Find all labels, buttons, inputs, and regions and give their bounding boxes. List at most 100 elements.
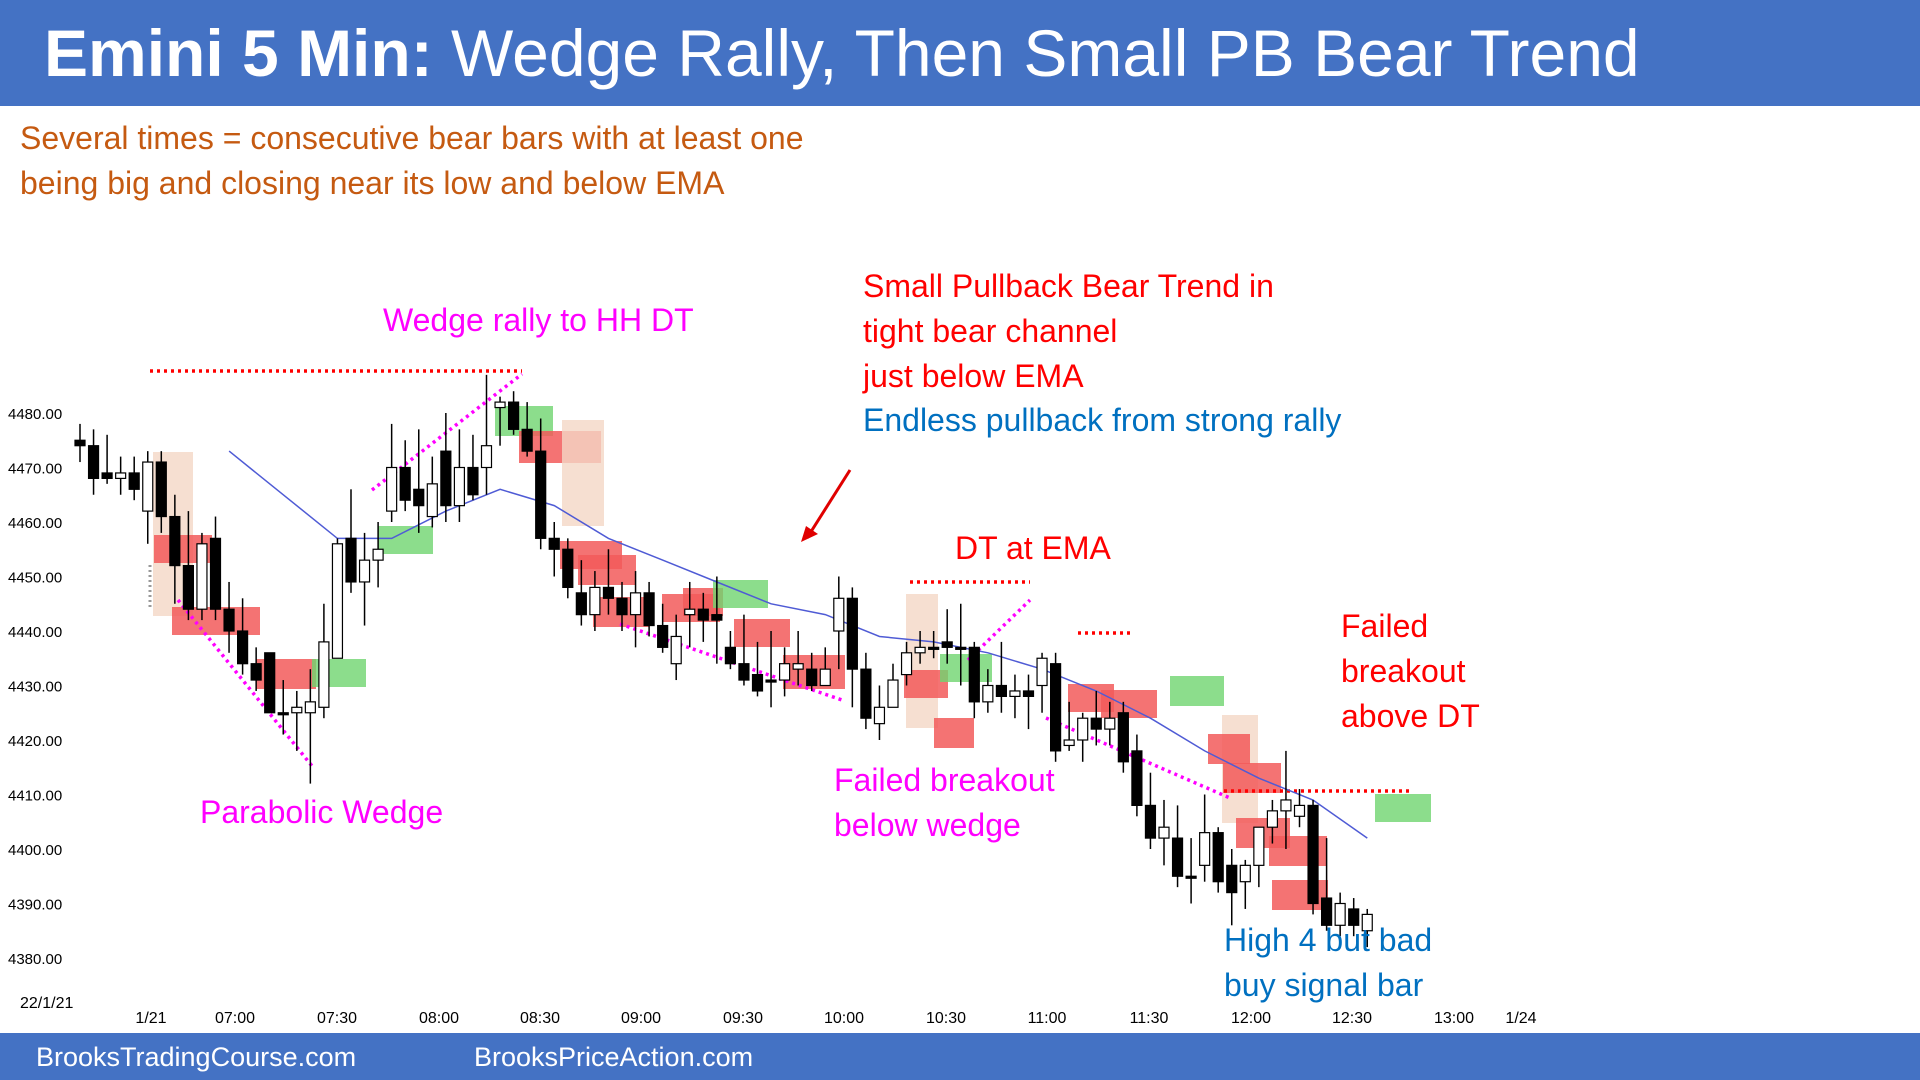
candle — [575, 560, 587, 626]
bear-candle-body — [277, 712, 289, 716]
bear-candle-body — [1307, 804, 1319, 905]
candle — [1063, 701, 1075, 751]
y-tick-label: 4390.00 — [8, 897, 62, 914]
candle — [1212, 827, 1224, 893]
page-title: Emini 5 Min: Wedge Rally, Then Small PB … — [44, 16, 1640, 90]
candle — [806, 652, 818, 691]
bear-candle-body — [1185, 875, 1197, 879]
bull-candle-body — [900, 652, 913, 676]
candle — [467, 434, 479, 501]
note-failed-breakout-1: Failed — [1341, 608, 1429, 644]
highlight-zone-bear — [1272, 880, 1328, 910]
candle — [955, 603, 967, 686]
bull-candle-body — [670, 635, 682, 665]
x-tick-label: 11:30 — [1130, 1010, 1169, 1027]
bear-candle-body — [1022, 690, 1035, 698]
highlight-zone-bull — [378, 526, 433, 554]
footer-link-brooks-price-action[interactable]: BrooksPriceAction.com — [474, 1042, 754, 1072]
candle — [331, 538, 344, 659]
candle — [914, 631, 926, 664]
candle — [318, 603, 330, 719]
bear-candle-body — [237, 630, 249, 665]
candle — [751, 641, 764, 697]
x-tick-label: 12:30 — [1332, 1010, 1372, 1027]
candle — [535, 418, 547, 550]
bear-candle-body — [765, 679, 777, 683]
bull-candle-body — [873, 706, 886, 725]
bull-candle-body — [1239, 864, 1251, 883]
bear-candle-body — [602, 586, 615, 599]
x-tick-label: 07:00 — [215, 1010, 255, 1027]
candle — [833, 576, 845, 670]
candle — [128, 456, 140, 501]
x-tick-label: 13:00 — [1434, 1010, 1474, 1027]
note-dt-at-ema: DT at EMA — [955, 530, 1111, 566]
y-tick-label: 4380.00 — [8, 951, 62, 968]
candle — [873, 685, 886, 740]
x-tick-label: 08:00 — [419, 1010, 459, 1027]
bear-candle-body — [467, 466, 479, 496]
candle — [358, 532, 371, 626]
candle — [995, 641, 1008, 713]
x-tick-label: 10:30 — [926, 1010, 966, 1027]
note-endless-pullback: Endless pullback from strong rally — [863, 402, 1342, 438]
candle — [629, 571, 642, 648]
candle — [684, 581, 696, 648]
arrow-group — [801, 469, 852, 542]
candle — [169, 494, 181, 604]
candle — [1022, 674, 1035, 730]
bear-candle-body — [1090, 717, 1102, 730]
candle — [155, 451, 167, 533]
candle — [1199, 794, 1211, 882]
footer-bar: BrooksTradingCourse.com BrooksPriceActio… — [0, 1033, 1920, 1080]
candle — [1239, 859, 1251, 909]
bear-candle-body — [711, 614, 723, 621]
bull-candle-body — [887, 679, 899, 708]
x-tick-label: 10:00 — [824, 1010, 864, 1027]
title-rest: Wedge Rally, Then Small PB Bear Trend — [432, 16, 1640, 90]
x-tick-label: 12:00 — [1231, 1010, 1271, 1027]
y-tick-label: 4460.00 — [8, 515, 62, 532]
candle — [1266, 799, 1279, 844]
candle — [1320, 838, 1333, 931]
bull-candle-body — [1009, 690, 1021, 698]
x-tick-label: 07:30 — [317, 1010, 357, 1027]
candle — [697, 592, 709, 642]
candle — [426, 456, 438, 528]
candle — [1334, 892, 1346, 937]
candle — [724, 631, 737, 670]
bear-candle-body — [575, 592, 587, 616]
candle — [250, 647, 262, 691]
bear-candle-body — [535, 450, 547, 539]
candle — [643, 581, 655, 637]
bear-candle-body — [87, 445, 100, 480]
candle — [345, 489, 357, 593]
highlight-zone-bear — [934, 718, 974, 748]
highlight-zone-bull — [1170, 676, 1224, 706]
bull-candle-body — [1199, 832, 1211, 866]
candle — [508, 391, 520, 435]
bear-candle-body — [264, 652, 276, 714]
candle — [291, 690, 303, 751]
bear-candle-body — [250, 663, 262, 681]
footer-link-brooks-trading-course[interactable]: BrooksTradingCourse.com — [36, 1042, 357, 1072]
candle — [480, 374, 493, 495]
bull-candle-body — [1077, 717, 1089, 741]
bull-candle-body — [792, 663, 804, 670]
bear-candle-body — [548, 537, 560, 550]
candle — [1104, 701, 1116, 746]
y-tick-label: 4470.00 — [8, 461, 62, 478]
candle — [657, 603, 669, 653]
bull-candle-body — [115, 472, 127, 480]
candle — [1226, 849, 1238, 926]
highlight-zone-bull — [1375, 794, 1431, 822]
y-tick-label: 4440.00 — [8, 624, 62, 641]
note-failed-breakout-3: above DT — [1341, 698, 1480, 734]
highlight-zone-bear — [734, 619, 790, 647]
subtitle-line-1: Several times = consecutive bear bars wi… — [20, 120, 804, 156]
price-chart: 4480.00 4470.00 4460.00 4450.00 4440.00 4430.… — [8, 369, 1537, 1027]
bear-candle-body — [182, 564, 194, 610]
bull-candle-body — [778, 663, 791, 681]
note-high4-1: High 4 but bad — [1224, 922, 1433, 958]
candle — [277, 680, 289, 735]
